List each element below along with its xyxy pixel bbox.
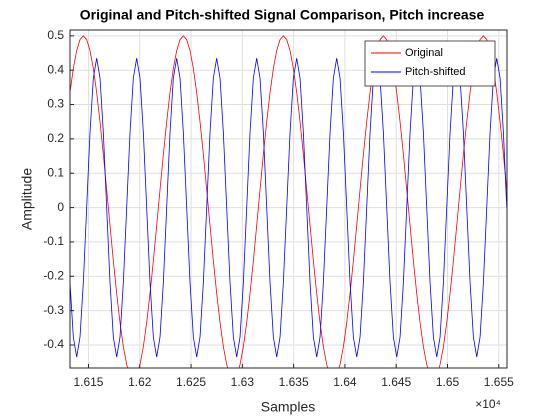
x-tick-label: 1.62	[128, 375, 152, 389]
y-tick-label: -0.2	[43, 268, 64, 282]
y-tick-label: 0.4	[47, 62, 64, 76]
y-tick-label: 0.3	[47, 97, 64, 111]
y-tick-label: 0.2	[47, 131, 64, 145]
y-tick-label: -0.4	[43, 337, 64, 351]
chart-title: Original and Pitch-shifted Signal Compar…	[80, 7, 485, 23]
x-tick-label: 1.615	[73, 375, 103, 389]
y-tick-label: -0.3	[43, 303, 64, 317]
x-tick-label: 1.625	[176, 375, 206, 389]
x-tick-label: 1.645	[381, 375, 411, 389]
legend-label: Pitch-shifted	[405, 66, 466, 78]
x-tick-label: 1.64	[333, 375, 357, 389]
x-multiplier: ×10⁴	[475, 397, 501, 411]
x-tick-label: 1.65	[436, 375, 460, 389]
y-tick-label: 0.5	[47, 28, 64, 42]
y-tick-label: -0.1	[43, 234, 64, 248]
series-line	[70, 58, 507, 358]
series-line	[70, 35, 507, 368]
legend-box	[364, 40, 496, 87]
y-tick-label: 0	[57, 200, 64, 214]
legend-label: Original	[405, 47, 443, 59]
x-tick-label: 1.63	[231, 375, 255, 389]
x-tick-label: 1.655	[484, 375, 514, 389]
y-tick-label: 0.1	[47, 165, 64, 179]
x-axis-label: Samples	[261, 399, 315, 415]
x-tick-label: 1.635	[279, 375, 309, 389]
plot-lines	[70, 35, 507, 368]
y-axis-label: Amplitude	[19, 168, 35, 230]
legend: Original Pitch-shifted	[364, 40, 496, 87]
axes-box	[69, 29, 508, 369]
